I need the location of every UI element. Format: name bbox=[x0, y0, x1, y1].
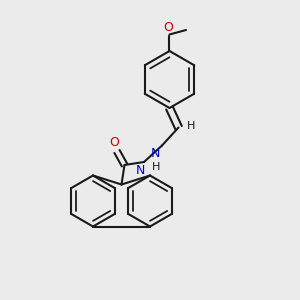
Text: O: O bbox=[163, 21, 173, 34]
Text: H: H bbox=[187, 121, 195, 131]
Text: N: N bbox=[151, 147, 160, 160]
Text: N: N bbox=[136, 164, 146, 176]
Text: H: H bbox=[152, 162, 160, 172]
Text: O: O bbox=[110, 136, 119, 149]
